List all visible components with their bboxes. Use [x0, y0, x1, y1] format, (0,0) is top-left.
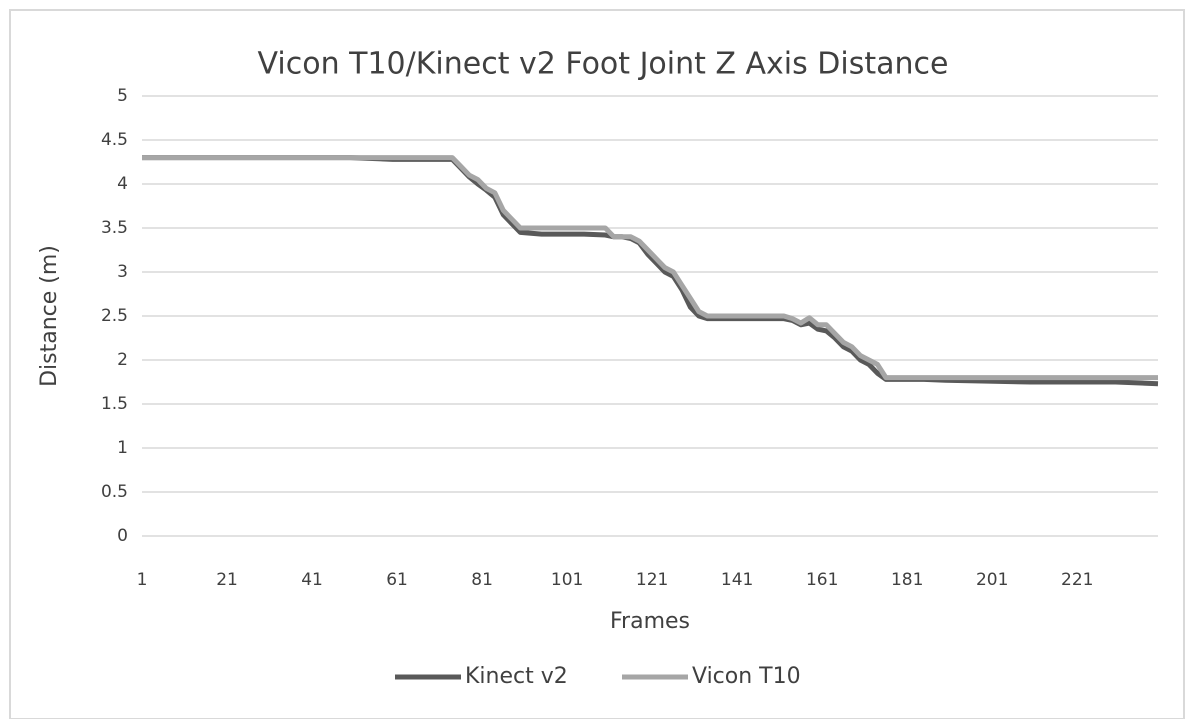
chart-title: Vicon T10/Kinect v2 Foot Joint Z Axis Di…	[258, 47, 949, 82]
x-tick-label: 221	[1061, 570, 1093, 590]
data-line	[142, 155, 1158, 381]
x-tick-label: 101	[551, 570, 583, 590]
y-axis-label: Distance (m)	[37, 245, 62, 387]
x-axis-label: Frames	[610, 609, 690, 634]
y-tick-label: 2	[117, 350, 128, 370]
y-tick-label: 3.5	[101, 218, 128, 238]
y-tick-label: 4	[117, 174, 128, 194]
y-tick-label: 0	[117, 526, 128, 546]
x-tick-label: 201	[976, 570, 1008, 590]
x-tick-label: 121	[636, 570, 668, 590]
y-tick-label: 5	[117, 86, 128, 106]
x-tick-label: 61	[386, 570, 408, 590]
y-tick-label: 2.5	[101, 306, 128, 326]
x-tick-label: 81	[471, 570, 493, 590]
y-tick-label: 3	[117, 262, 128, 282]
x-tick-label: 1	[137, 570, 148, 590]
x-tick-label: 21	[216, 570, 238, 590]
x-tick-label: 41	[301, 570, 323, 590]
x-tick-label: 141	[721, 570, 753, 590]
legend-label: Kinect v2	[465, 664, 568, 689]
chart-frame	[9, 9, 1185, 720]
y-tick-label: 1.5	[101, 394, 128, 414]
y-tick-label: 4.5	[101, 130, 128, 150]
x-tick-label: 181	[891, 570, 923, 590]
y-tick-label: 0.5	[101, 482, 128, 502]
x-tick-label: 161	[806, 570, 838, 590]
legend-label: Vicon T10	[692, 664, 801, 689]
y-tick-label: 1	[117, 438, 128, 458]
